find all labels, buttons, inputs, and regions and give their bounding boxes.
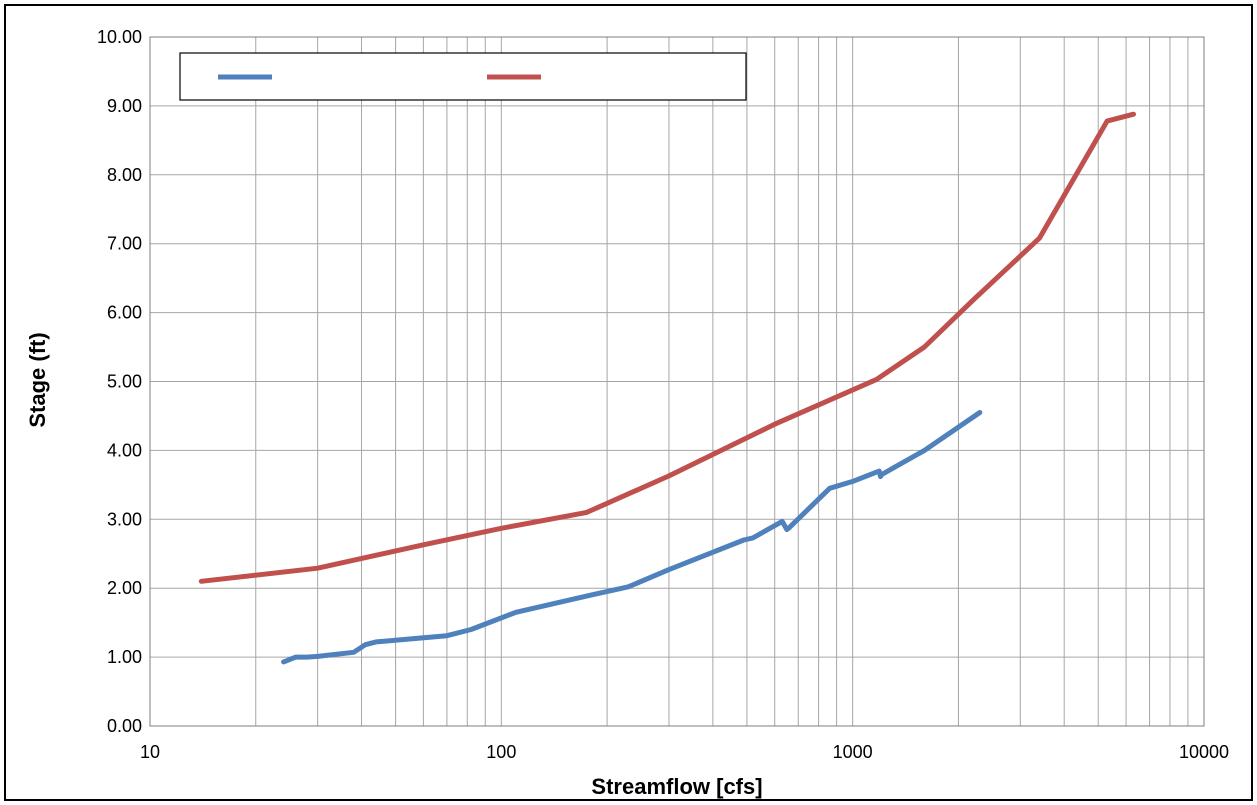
grid-lines: [150, 37, 1204, 726]
y-tick-label: 3.00: [107, 509, 142, 529]
y-tick-label: 0.00: [107, 716, 142, 736]
y-tick-label: 6.00: [107, 303, 142, 323]
x-tick-label: 10000: [1179, 742, 1229, 762]
y-tick-label: 4.00: [107, 440, 142, 460]
plot-area-border: [149, 36, 1205, 727]
y-tick-label: 7.00: [107, 234, 142, 254]
legend: [179, 52, 747, 101]
data-series: [198, 111, 1136, 665]
x-tick-label: 100: [486, 742, 516, 762]
y-tick-label: 9.00: [107, 96, 142, 116]
y-tick-label: 10.00: [97, 27, 142, 47]
x-tick-labels: 10 100 1000 10000: [140, 742, 1229, 762]
y-axis-title: Stage (ft): [25, 332, 50, 427]
y-tick-label: 2.00: [107, 578, 142, 598]
x-axis-title: Streamflow [cfs]: [591, 774, 762, 799]
x-tick-label: 10: [140, 742, 160, 762]
x-tick-label: 1000: [833, 742, 873, 762]
y-tick-label: 8.00: [107, 165, 142, 185]
y-tick-label: 5.00: [107, 372, 142, 392]
y-tick-label: 1.00: [107, 647, 142, 667]
legend-box: [179, 52, 747, 101]
series-line-2: [198, 111, 1136, 584]
chart-frame: [4, 4, 1253, 801]
series-line-1: [281, 410, 983, 665]
y-tick-labels: 0.00 1.00 2.00 3.00 4.00 5.00 6.00 7.00 8.00 9.00…: [97, 27, 142, 736]
